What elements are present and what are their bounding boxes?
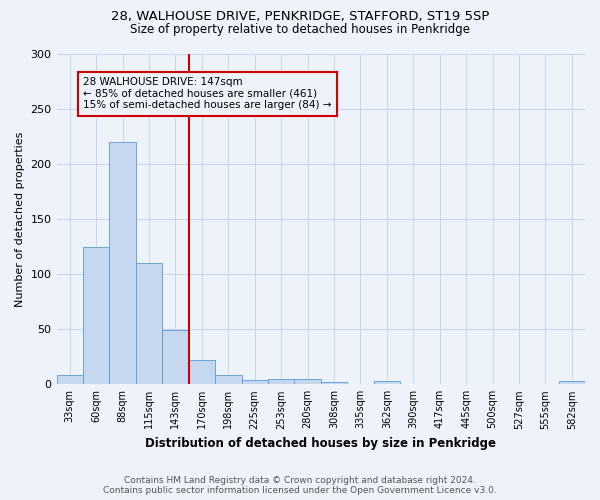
Bar — [83, 246, 109, 384]
Bar — [136, 263, 162, 384]
Bar — [295, 379, 321, 384]
Bar — [109, 142, 136, 384]
Bar — [374, 381, 400, 384]
Bar — [56, 376, 83, 384]
Text: 28, WALHOUSE DRIVE, PENKRIDGE, STAFFORD, ST19 5SP: 28, WALHOUSE DRIVE, PENKRIDGE, STAFFORD,… — [111, 10, 489, 23]
Text: Contains HM Land Registry data © Crown copyright and database right 2024.
Contai: Contains HM Land Registry data © Crown c… — [103, 476, 497, 495]
Bar — [188, 360, 215, 384]
Bar — [162, 330, 188, 384]
Bar — [268, 379, 295, 384]
Bar — [215, 376, 242, 384]
Text: 28 WALHOUSE DRIVE: 147sqm
← 85% of detached houses are smaller (461)
15% of semi: 28 WALHOUSE DRIVE: 147sqm ← 85% of detac… — [83, 77, 331, 110]
X-axis label: Distribution of detached houses by size in Penkridge: Distribution of detached houses by size … — [145, 437, 496, 450]
Y-axis label: Number of detached properties: Number of detached properties — [15, 132, 25, 307]
Bar — [321, 382, 347, 384]
Bar — [242, 380, 268, 384]
Bar — [559, 381, 585, 384]
Text: Size of property relative to detached houses in Penkridge: Size of property relative to detached ho… — [130, 22, 470, 36]
